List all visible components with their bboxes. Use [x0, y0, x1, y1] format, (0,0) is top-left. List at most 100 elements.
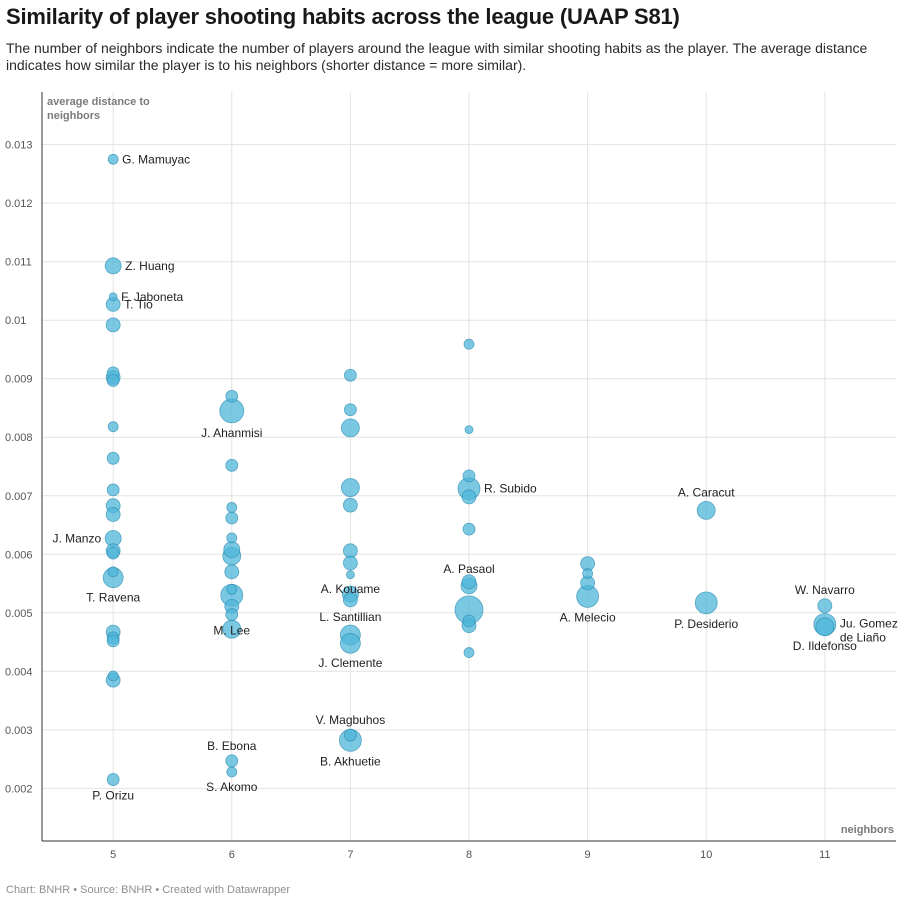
data-point — [106, 546, 120, 560]
data-point — [462, 614, 476, 628]
data-point — [226, 583, 238, 595]
point-label: W. Navarro — [795, 583, 855, 597]
data-point — [226, 766, 238, 778]
data-point — [107, 670, 119, 682]
data-point — [223, 541, 241, 558]
data-point — [340, 478, 360, 497]
chart-footer: Chart: BNHR • Source: BNHR • Created wit… — [6, 884, 291, 896]
point-label: J. Ahanmisi — [201, 426, 262, 440]
chart-subtitle: The number of neighbors indicate the num… — [6, 40, 868, 73]
x-tick-label: 11 — [819, 849, 830, 861]
point-label: B. Ebona — [207, 739, 257, 753]
data-point — [107, 566, 119, 578]
point-label: P. Desiderio — [674, 617, 738, 631]
data-point — [342, 497, 358, 513]
point-label: Ju. Gomez de Liaño — [840, 616, 898, 644]
data-point — [582, 568, 594, 579]
data-point — [343, 728, 357, 742]
data-point — [696, 500, 716, 520]
data-point — [461, 574, 477, 590]
data-points — [102, 153, 837, 786]
data-point — [225, 754, 239, 768]
data-point — [462, 522, 476, 536]
point-label: J. Manzo — [52, 531, 101, 545]
point-label: R. Subido — [484, 482, 537, 496]
data-point — [226, 502, 238, 513]
data-point — [339, 632, 361, 654]
point-label: A. Melecio — [560, 610, 616, 624]
data-point — [464, 425, 474, 435]
tick-labels: 5 6 7 8 9 10 11 0.002 0.003 0.004 0.005 0.006 0.007 0… — [5, 140, 831, 861]
point-label: M. Lee — [213, 624, 250, 638]
point-label: P. Orizu — [92, 789, 134, 803]
point-label: G. Mamuyac — [122, 152, 190, 166]
data-point — [340, 418, 360, 438]
y-tick-label: 0.004 — [5, 666, 33, 678]
point-label: D. Ildefonso — [793, 639, 857, 653]
x-axis-label: neighbors — [841, 824, 894, 836]
data-point — [463, 647, 475, 658]
y-tick-label: 0.002 — [5, 783, 33, 795]
data-point — [343, 403, 357, 417]
y-axis-label: average distance to — [47, 96, 150, 108]
data-point — [225, 389, 239, 403]
point-label: V. Magbuhos — [316, 713, 386, 727]
point-label: S. Akomo — [206, 780, 258, 794]
data-point — [225, 458, 239, 472]
data-point — [106, 483, 120, 497]
x-tick-label: 6 — [229, 849, 235, 861]
y-tick-label: 0.007 — [5, 491, 33, 503]
data-point — [106, 374, 120, 387]
y-tick-label: 0.006 — [5, 549, 33, 561]
y-tick-label: 0.012 — [5, 198, 33, 210]
y-tick-label: 0.009 — [5, 374, 33, 386]
point-label: A. Pasaol — [443, 562, 494, 576]
y-tick-label: 0.003 — [5, 725, 33, 737]
data-point — [343, 368, 357, 382]
data-point — [694, 591, 718, 615]
point-label: B. Akhuetie — [320, 754, 381, 768]
data-point — [105, 507, 121, 522]
data-point — [815, 617, 835, 637]
data-point — [106, 634, 120, 648]
y-axis-label-line2: neighbors — [47, 110, 100, 122]
data-point — [817, 598, 833, 614]
x-tick-label: 5 — [110, 849, 116, 861]
point-label: A. Caracut — [678, 485, 735, 499]
data-point — [462, 469, 476, 483]
data-point — [225, 608, 239, 621]
point-label: L. Santillian — [319, 610, 381, 624]
point-label: T. Ravena — [86, 591, 140, 605]
data-point — [106, 451, 120, 465]
data-point — [108, 292, 118, 302]
y-tick-label: 0.011 — [5, 257, 32, 269]
data-point — [345, 570, 355, 580]
x-tick-label: 7 — [347, 849, 353, 861]
data-point — [226, 532, 238, 544]
grid-lines — [42, 92, 896, 841]
point-label: J. Clemente — [318, 656, 382, 670]
y-tick-label: 0.013 — [5, 140, 33, 152]
data-point — [107, 421, 119, 433]
x-tick-label: 8 — [466, 849, 472, 861]
data-point — [106, 773, 120, 786]
data-point — [463, 338, 475, 350]
data-point — [342, 555, 358, 571]
x-tick-label: 9 — [585, 849, 591, 861]
data-point — [342, 592, 358, 608]
data-point — [105, 317, 121, 333]
y-tick-label: 0.01 — [5, 315, 26, 327]
point-label: T. Tio — [124, 297, 153, 311]
x-tick-label: 10 — [700, 849, 712, 861]
data-point — [224, 564, 240, 580]
point-label: A. Kouame — [321, 582, 381, 596]
data-point — [107, 153, 119, 165]
y-tick-label: 0.005 — [5, 608, 33, 620]
data-point — [461, 489, 477, 505]
data-point — [225, 511, 239, 525]
point-label: F. Jaboneta — [121, 290, 183, 304]
data-point — [104, 257, 122, 275]
point-label: Z. Huang — [125, 259, 174, 273]
